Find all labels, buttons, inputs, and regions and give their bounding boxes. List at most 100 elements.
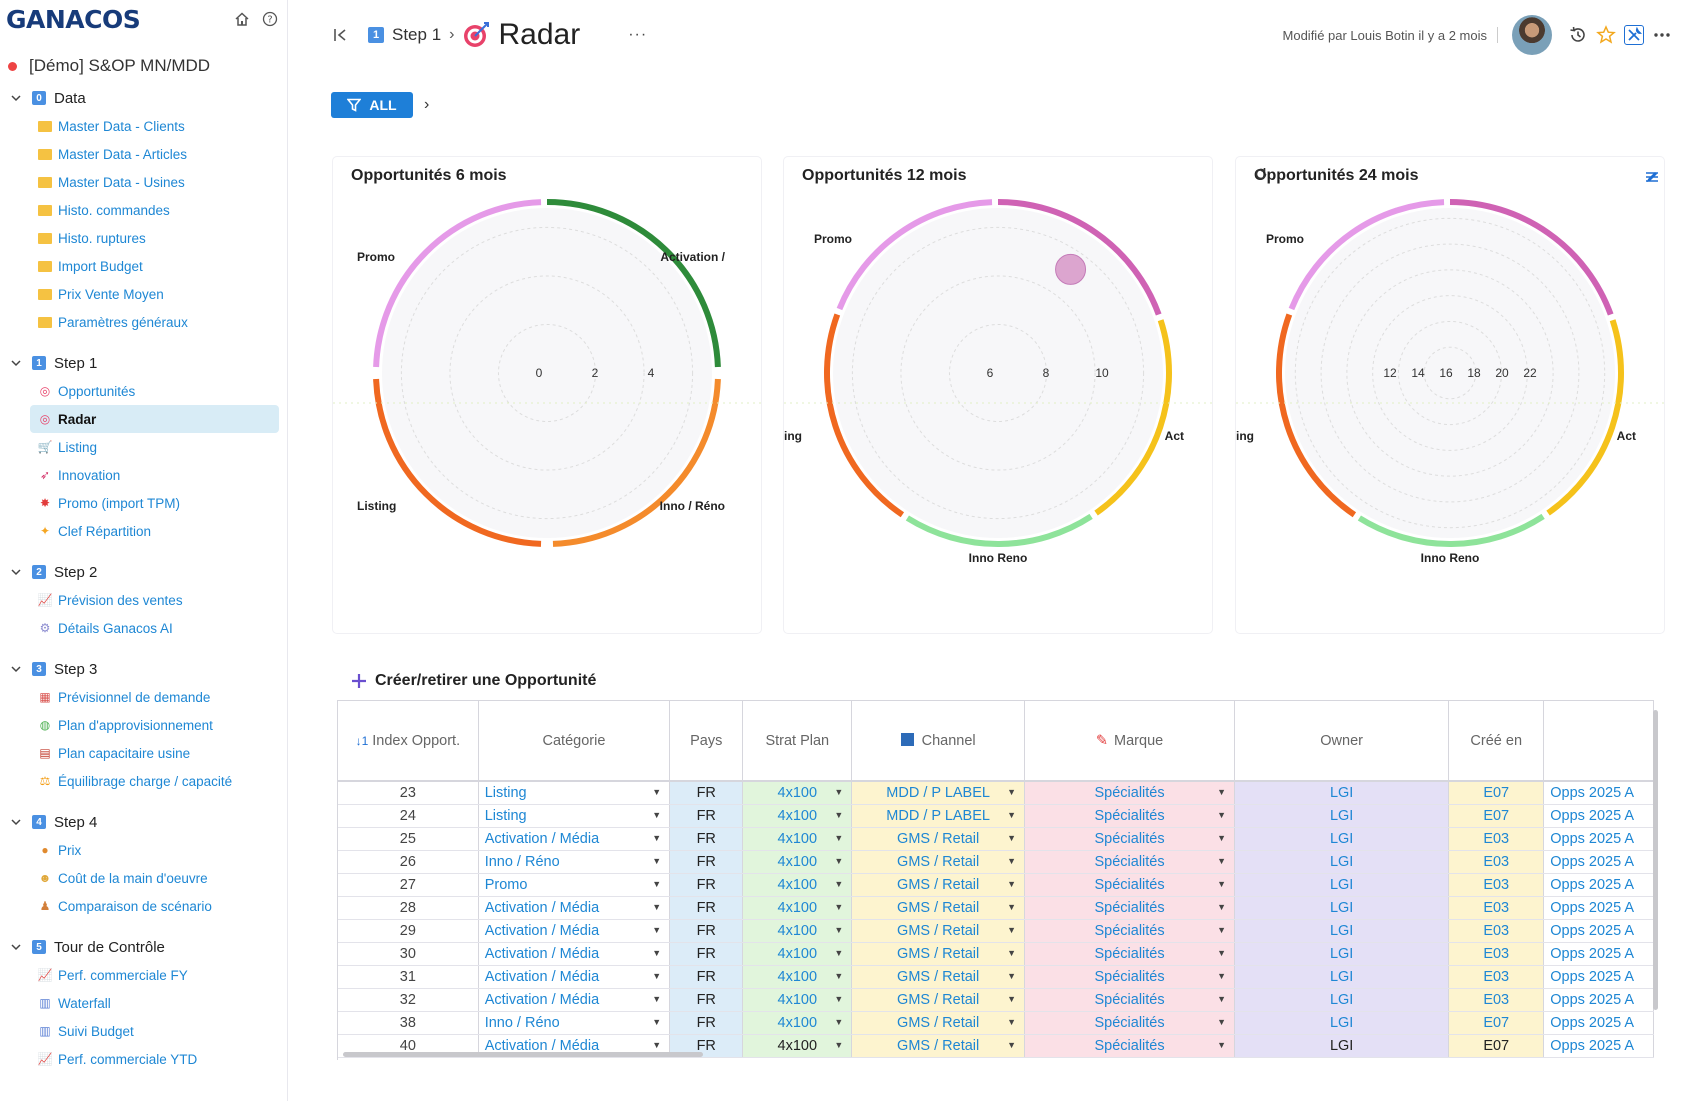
- dropdown-arrow-icon[interactable]: ▼: [652, 832, 662, 843]
- cell-marque[interactable]: Spécialités ▼: [1024, 942, 1236, 966]
- breadcrumb[interactable]: 1 Step 1 ›: [368, 25, 462, 45]
- sidebar-item[interactable]: Paramètres généraux: [0, 308, 279, 336]
- column-header[interactable]: Catégorie: [478, 701, 671, 782]
- cell-marque[interactable]: Spécialités ▼: [1024, 804, 1236, 828]
- table-row[interactable]: 28 Activation / Média ▼ FR 4x100 ▼ GMS / Retai…: [338, 896, 1654, 920]
- cell-pays[interactable]: FR: [669, 896, 744, 920]
- sidebar-item[interactable]: ✸ Promo (import TPM): [0, 489, 279, 517]
- cell-owner[interactable]: LGI: [1234, 965, 1450, 989]
- cell-marque[interactable]: Spécialités ▼: [1024, 919, 1236, 943]
- sidebar-item[interactable]: ▥ Waterfall: [0, 989, 279, 1017]
- cell-opps[interactable]: Opps 2025 A: [1543, 1034, 1654, 1058]
- cell-pays[interactable]: FR: [669, 850, 744, 874]
- sidebar-item[interactable]: ➶ Innovation: [0, 461, 279, 489]
- cell-categorie[interactable]: Activation / Média ▼: [478, 988, 671, 1012]
- cell-marque[interactable]: Spécialités ▼: [1024, 873, 1236, 897]
- dropdown-arrow-icon[interactable]: ▼: [834, 901, 844, 912]
- cell-marque[interactable]: Spécialités ▼: [1024, 781, 1236, 805]
- cell-index[interactable]: 28: [338, 896, 479, 920]
- cell-strat[interactable]: 4x100 ▼: [742, 965, 853, 989]
- cell-cree[interactable]: E07: [1448, 804, 1545, 828]
- cell-pays[interactable]: FR: [669, 781, 744, 805]
- column-header[interactable]: ✎ Marque: [1024, 701, 1236, 782]
- dropdown-arrow-icon[interactable]: ▼: [834, 1016, 844, 1027]
- cell-owner[interactable]: LGI: [1234, 850, 1450, 874]
- sidebar-item[interactable]: Master Data - Clients: [0, 112, 279, 140]
- sidebar-item[interactable]: ◎ Opportunités: [0, 377, 279, 405]
- dropdown-arrow-icon[interactable]: ▼: [652, 993, 662, 1004]
- filter-expand-icon[interactable]: ›: [424, 96, 430, 113]
- cell-channel[interactable]: GMS / Retail ▼: [851, 965, 1025, 989]
- dropdown-arrow-icon[interactable]: ▼: [1217, 993, 1227, 1004]
- column-header[interactable]: Créé en: [1448, 701, 1545, 782]
- cell-cree[interactable]: E07: [1448, 1011, 1545, 1035]
- sidebar-item[interactable]: 📈 Prévision des ventes: [0, 586, 279, 614]
- cell-strat[interactable]: 4x100 ▼: [742, 1034, 853, 1058]
- cell-cree[interactable]: E03: [1448, 919, 1545, 943]
- cell-owner[interactable]: LGI: [1234, 896, 1450, 920]
- sidebar-item[interactable]: Master Data - Usines: [0, 168, 279, 196]
- column-header[interactable]: Strat Plan: [742, 701, 853, 782]
- cell-strat[interactable]: 4x100 ▼: [742, 850, 853, 874]
- cell-strat[interactable]: 4x100 ▼: [742, 873, 853, 897]
- help-icon[interactable]: ?: [261, 10, 279, 28]
- dropdown-arrow-icon[interactable]: ▼: [1217, 947, 1227, 958]
- column-header[interactable]: Owner: [1234, 701, 1450, 782]
- dropdown-arrow-icon[interactable]: ▼: [1217, 832, 1227, 843]
- cell-index[interactable]: 25: [338, 827, 479, 851]
- tools-icon[interactable]: [1624, 25, 1644, 45]
- sidebar-item[interactable]: Import Budget: [0, 252, 279, 280]
- cell-strat[interactable]: 4x100 ▼: [742, 896, 853, 920]
- dropdown-arrow-icon[interactable]: ▼: [1007, 901, 1016, 912]
- sidebar-item[interactable]: ◎ Radar: [30, 405, 279, 433]
- cell-index[interactable]: 31: [338, 965, 479, 989]
- cell-opps[interactable]: Opps 2025 A: [1543, 873, 1654, 897]
- sidebar-item[interactable]: ✦ Clef Répartition: [0, 517, 279, 545]
- cell-owner[interactable]: LGI: [1234, 781, 1450, 805]
- cell-categorie[interactable]: Inno / Réno ▼: [478, 1011, 671, 1035]
- cell-owner[interactable]: LGI: [1234, 1011, 1450, 1035]
- cell-cree[interactable]: E03: [1448, 827, 1545, 851]
- nav-section[interactable]: 5 Tour de Contrôle: [0, 933, 287, 961]
- cell-opps[interactable]: Opps 2025 A: [1543, 804, 1654, 828]
- cell-pays[interactable]: FR: [669, 942, 744, 966]
- table-row[interactable]: 29 Activation / Média ▼ FR 4x100 ▼ GMS / Retai…: [338, 919, 1654, 943]
- dropdown-arrow-icon[interactable]: ▼: [652, 924, 662, 935]
- cell-categorie[interactable]: Promo ▼: [478, 873, 671, 897]
- cell-marque[interactable]: Spécialités ▼: [1024, 827, 1236, 851]
- dropdown-arrow-icon[interactable]: ▼: [1007, 970, 1016, 981]
- cell-cree[interactable]: E03: [1448, 896, 1545, 920]
- cell-pays[interactable]: FR: [669, 873, 744, 897]
- chart-card-12-mois[interactable]: Opportunités 12 mois 6 8 10 Promo Act ing Inno…: [784, 157, 1212, 633]
- cell-categorie[interactable]: Activation / Média ▼: [478, 942, 671, 966]
- dropdown-arrow-icon[interactable]: ▼: [1007, 924, 1016, 935]
- dropdown-arrow-icon[interactable]: ▼: [834, 809, 844, 820]
- dropdown-arrow-icon[interactable]: ▼: [1007, 1039, 1016, 1050]
- cell-owner[interactable]: LGI: [1234, 919, 1450, 943]
- table-row[interactable]: 40 Activation / Média ▼ FR 4x100 ▼ GMS / Retai…: [338, 1034, 1654, 1058]
- vertical-scrollbar[interactable]: [1653, 710, 1658, 1010]
- cell-cree[interactable]: E03: [1448, 988, 1545, 1012]
- dropdown-arrow-icon[interactable]: ▼: [652, 1016, 662, 1027]
- cell-categorie[interactable]: Activation / Média ▼: [478, 919, 671, 943]
- cell-strat[interactable]: 4x100 ▼: [742, 781, 853, 805]
- sidebar-item[interactable]: ● Prix: [0, 836, 279, 864]
- data-grid[interactable]: ↓1 Index Opport. Catégorie Pays Strat Plan Ch…: [337, 700, 1654, 1060]
- chart-card-24-mois[interactable]: Opportunités 24 mois 12 14 16 18 20 22 Promo Ac…: [1236, 157, 1664, 633]
- sidebar-item[interactable]: ⚙ Détails Ganacos AI: [0, 614, 279, 642]
- cell-channel[interactable]: MDD / P LABEL ▼: [851, 781, 1025, 805]
- cell-cree[interactable]: E07: [1448, 1034, 1545, 1058]
- cell-strat[interactable]: 4x100 ▼: [742, 942, 853, 966]
- cell-opps[interactable]: Opps 2025 A: [1543, 965, 1654, 989]
- nav-section[interactable]: 0 Data: [0, 84, 287, 112]
- app-logo[interactable]: GANACOS: [6, 4, 141, 34]
- cell-channel[interactable]: GMS / Retail ▼: [851, 919, 1025, 943]
- cell-channel[interactable]: GMS / Retail ▼: [851, 827, 1025, 851]
- dropdown-arrow-icon[interactable]: ▼: [834, 855, 844, 866]
- chevron-down-icon[interactable]: [10, 941, 22, 953]
- cell-categorie[interactable]: Activation / Média ▼: [478, 896, 671, 920]
- nav-section[interactable]: 3 Step 3: [0, 655, 287, 683]
- cell-channel[interactable]: GMS / Retail ▼: [851, 850, 1025, 874]
- cell-index[interactable]: 32: [338, 988, 479, 1012]
- dropdown-arrow-icon[interactable]: ▼: [1007, 947, 1016, 958]
